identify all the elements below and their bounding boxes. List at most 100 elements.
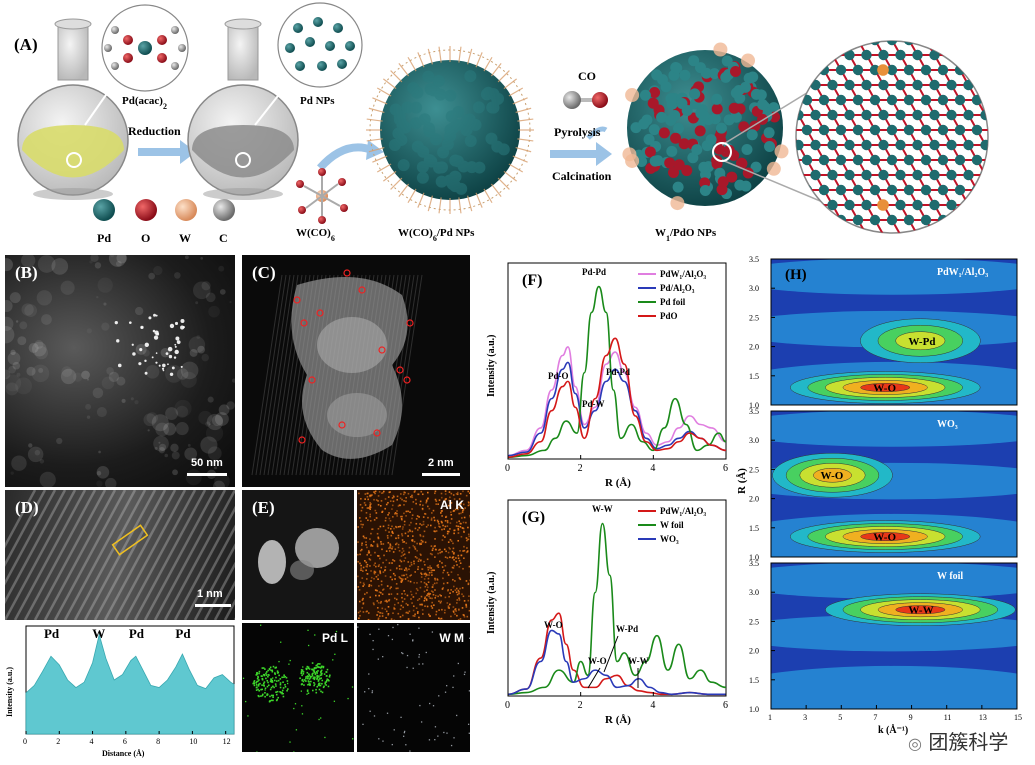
co-molecule — [563, 91, 608, 109]
co-label: CO — [578, 69, 596, 83]
panel-a: (A) Pd(acac)2 Reduction — [0, 0, 1035, 252]
y-tick-label: 2.5 — [749, 617, 759, 626]
x-tick-label: 2 — [578, 700, 583, 711]
y-tick-label: 3.5 — [749, 255, 759, 264]
panel-c-haadf-image: (C) 2 nm — [242, 255, 470, 487]
y-tick-label: 2.0 — [749, 343, 759, 352]
eds-haadf-tile: (E) — [242, 490, 354, 620]
peak-annotation: W-O — [544, 620, 563, 630]
x-tick-label: 0 — [505, 700, 510, 711]
y-tick-label: 2.0 — [749, 495, 759, 504]
legend-w: W — [179, 231, 191, 245]
panel-d-lattice-image: (D) 1 nm — [5, 490, 235, 620]
panel-c-label: (C) — [252, 263, 276, 283]
legend-c: C — [219, 231, 228, 245]
x-axis-label: R (Å) — [605, 477, 631, 489]
peak-label: W — [92, 626, 105, 641]
panel-label: (F) — [522, 272, 542, 289]
peak-annotation: W-Pd — [616, 624, 638, 634]
wechat-icon: ◎ — [908, 734, 922, 753]
y-tick-label: 3.0 — [749, 284, 759, 293]
y-tick-label: 1.0 — [749, 705, 759, 714]
y-tick-label: 2.0 — [749, 647, 759, 656]
peak-annotation: Pd-Pd — [582, 267, 606, 277]
watermark: ◎ 团簇科学 — [908, 726, 1008, 755]
x-tick-label: 2 — [56, 737, 60, 746]
w1-pdo-particle — [622, 42, 788, 210]
peak-annotation: W-W — [628, 656, 649, 666]
y-tick-label: 3.0 — [749, 436, 759, 445]
eds-al-label: Al K — [440, 498, 464, 512]
peak-label: Pd — [44, 626, 60, 641]
panel-b-label: (B) — [15, 263, 38, 283]
x-tick-label: 4 — [650, 700, 655, 711]
w-co6-pd-nps-label: W(CO)6/Pd NPs — [398, 227, 475, 243]
x-tick-label: 4 — [650, 463, 655, 474]
x-tick-label: 5 — [838, 713, 842, 722]
y-tick-label: 1.5 — [749, 676, 759, 685]
pd-acac-label: Pd(acac)2 — [122, 95, 167, 111]
x-tick-label: 8 — [156, 737, 160, 746]
feature-label: W-Pd — [908, 336, 935, 348]
x-tick-label: 11 — [944, 713, 952, 722]
x-axis-label: R (Å) — [605, 714, 631, 726]
y-axis-label: Intensity (a.u.) — [486, 571, 497, 634]
legend-label: PdW₁/Al₂O₃ — [660, 506, 706, 516]
eds-pd-label: Pd L — [322, 631, 348, 645]
x-tick-label: 6 — [723, 463, 728, 474]
o-legend-icon — [135, 199, 157, 221]
atom-legend: Pd O W C — [93, 199, 235, 245]
eds-w-map: W M — [357, 623, 470, 752]
y-tick-label: 2.5 — [749, 313, 759, 322]
eds-w-label: W M — [439, 631, 464, 645]
y-tick-label: 3.5 — [749, 407, 759, 416]
feature-label: W-O — [873, 532, 896, 544]
x-tick-label: 6 — [723, 700, 728, 711]
x-axis-label: Distance (Å) — [102, 749, 145, 758]
x-tick-label: 0 — [23, 737, 27, 746]
subplot-name: WO₃ — [937, 419, 958, 430]
legend-label: WO₃ — [660, 534, 679, 544]
legend-pd: Pd — [97, 231, 111, 245]
x-tick-label: 4 — [90, 737, 94, 746]
reduction-arrow — [138, 140, 196, 164]
pyrolysis-label: Pyrolysis — [554, 125, 601, 139]
legend-label: Pd foil — [660, 297, 686, 307]
peak-label: Pd — [175, 626, 191, 641]
subplot-name: W foil — [937, 571, 963, 582]
x-tick-label: 1 — [768, 713, 772, 722]
legend-label: Pd/Al₂O₃ — [660, 283, 695, 293]
y-axis-label: Intensity (a.u.) — [486, 334, 497, 397]
plot-frame — [508, 500, 726, 696]
feature-label: W-W — [908, 605, 933, 617]
x-tick-label: 15 — [1014, 713, 1022, 722]
panel-label: (H) — [785, 267, 807, 283]
x-tick-label: 12 — [223, 737, 231, 746]
x-tick-label: 6 — [123, 737, 127, 746]
feature-label: W-O — [873, 382, 896, 394]
lattice-zoom — [785, 35, 1020, 235]
panel-a-label: (A) — [14, 35, 38, 54]
c-legend-icon — [213, 199, 235, 221]
peak-annotation: Pd-Pd — [606, 367, 630, 377]
peak-annotation: Pd-W — [582, 399, 605, 409]
peak-annotation: W-W — [592, 504, 613, 514]
panel-e-eds-maps: (E) Al K Pd L W M — [242, 490, 470, 752]
y-axis-label: R (Å) — [736, 468, 748, 494]
calcination-label: Calcination — [552, 169, 612, 183]
x-tick-label: 7 — [873, 713, 877, 722]
eds-pd-map: Pd L — [242, 623, 354, 752]
panel-d-label: (D) — [15, 498, 39, 518]
x-tick-label: 2 — [578, 463, 583, 474]
reduction-label: Reduction — [128, 124, 181, 138]
y-tick-label: 3.5 — [749, 559, 759, 568]
x-tick-label: 9 — [909, 713, 913, 722]
y-axis-label: Intensity (a.u.) — [5, 667, 14, 717]
y-tick-label: 1.5 — [749, 524, 759, 533]
wavelet-map-2 — [735, 562, 1035, 717]
y-tick-label: 2.5 — [749, 465, 759, 474]
